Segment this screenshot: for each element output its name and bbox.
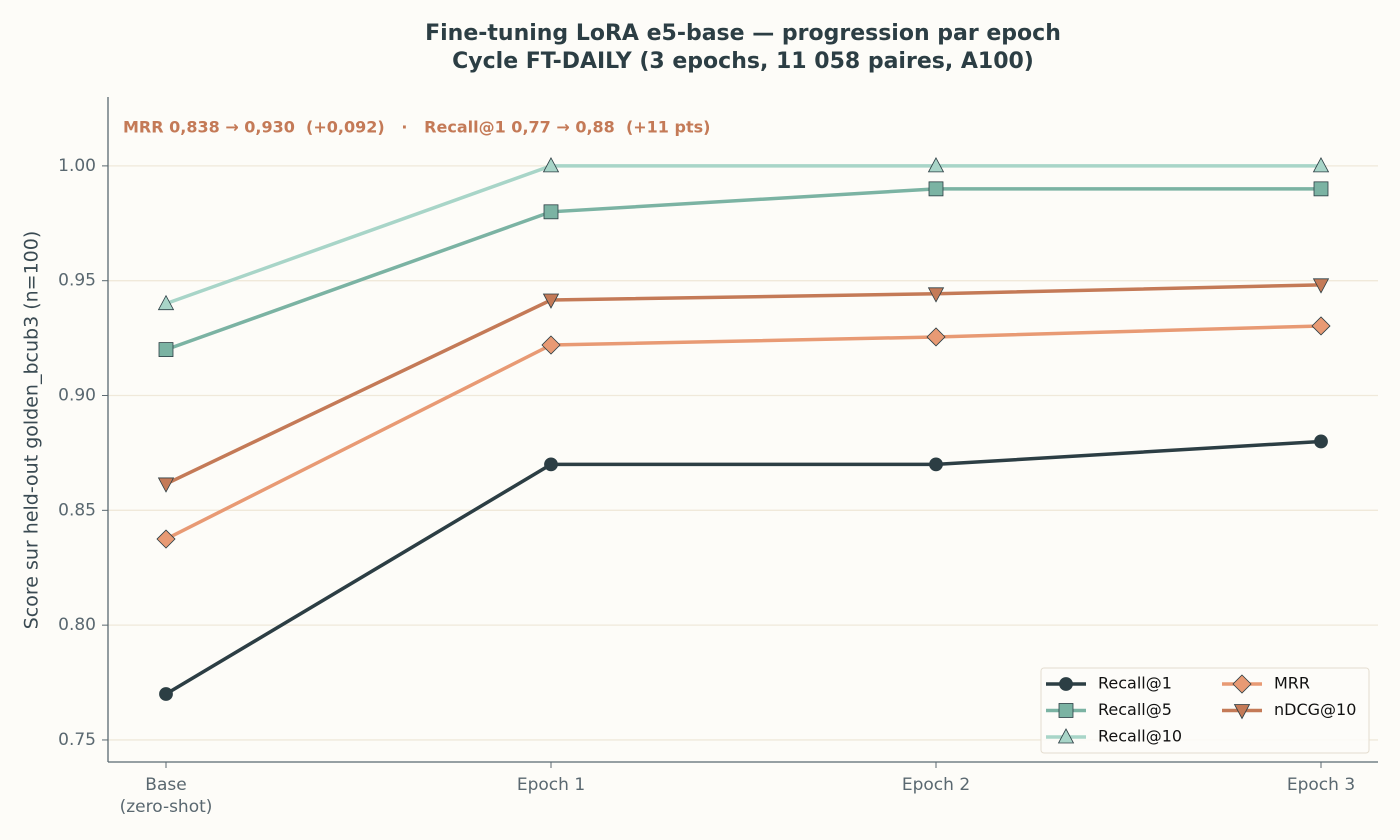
marker bbox=[159, 687, 173, 701]
legend-items: Recall@1 Recall@5 Recall@10 MRR nDCG@10 bbox=[1046, 674, 1356, 746]
marker bbox=[1312, 157, 1330, 173]
y-tick-label: 0.80 bbox=[58, 615, 96, 635]
x-tick-label: Epoch 1 bbox=[517, 775, 585, 795]
marker bbox=[158, 342, 174, 357]
legend-label: nDCG@10 bbox=[1274, 700, 1356, 719]
marker bbox=[1232, 674, 1252, 694]
marker bbox=[1057, 728, 1075, 744]
marker bbox=[541, 335, 561, 355]
y-tick-label: 0.90 bbox=[58, 386, 96, 406]
plot bbox=[156, 157, 1331, 701]
y-tick-label: 0.95 bbox=[58, 271, 96, 291]
marker bbox=[1314, 434, 1328, 449]
marker bbox=[928, 181, 944, 197]
series-line bbox=[165, 187, 1321, 352]
marker bbox=[542, 293, 560, 309]
legend-label: Recall@1 bbox=[1098, 674, 1172, 693]
marker bbox=[543, 204, 559, 220]
marker bbox=[156, 529, 176, 549]
y-tick-label: 1.00 bbox=[58, 156, 96, 176]
y-tick-label: 0.85 bbox=[58, 500, 96, 520]
marker bbox=[926, 327, 946, 347]
legend-label: MRR bbox=[1274, 674, 1310, 693]
series-line bbox=[165, 324, 1322, 541]
marker bbox=[157, 477, 175, 493]
chart-title: Fine-tuning LoRA e5-base — progression p… bbox=[425, 21, 1061, 46]
y-axis-label: Score sur held-out golden_bcub3 (n=100) bbox=[21, 231, 43, 630]
legend-label: Recall@10 bbox=[1098, 727, 1182, 746]
y-tick-label: 0.75 bbox=[58, 730, 96, 750]
marker bbox=[1233, 704, 1251, 720]
marker bbox=[927, 287, 945, 303]
marker bbox=[1059, 677, 1073, 691]
annotation: MRR 0,838 → 0,930 (+0,092) · Recall@1 0,… bbox=[123, 118, 710, 137]
legend-label: Recall@5 bbox=[1098, 700, 1172, 719]
legend bbox=[1040, 667, 1370, 754]
marker bbox=[1058, 703, 1074, 718]
marker bbox=[1313, 181, 1329, 197]
series-line bbox=[165, 439, 1322, 696]
marker bbox=[927, 157, 945, 173]
marker bbox=[542, 157, 560, 173]
x-tick-label: Base (zero-shot) bbox=[120, 775, 213, 817]
marker bbox=[929, 457, 943, 472]
marker bbox=[544, 457, 558, 472]
marker bbox=[157, 294, 175, 311]
marker bbox=[1311, 316, 1331, 336]
series-line bbox=[165, 283, 1322, 486]
x-tick-label: Epoch 3 bbox=[1287, 775, 1355, 795]
marker bbox=[1312, 278, 1330, 294]
series-line bbox=[165, 164, 1321, 306]
x-tick-label: Epoch 2 bbox=[902, 775, 970, 795]
chart-subtitle: Cycle FT-DAILY (3 epochs, 11 058 paires,… bbox=[452, 49, 1034, 74]
